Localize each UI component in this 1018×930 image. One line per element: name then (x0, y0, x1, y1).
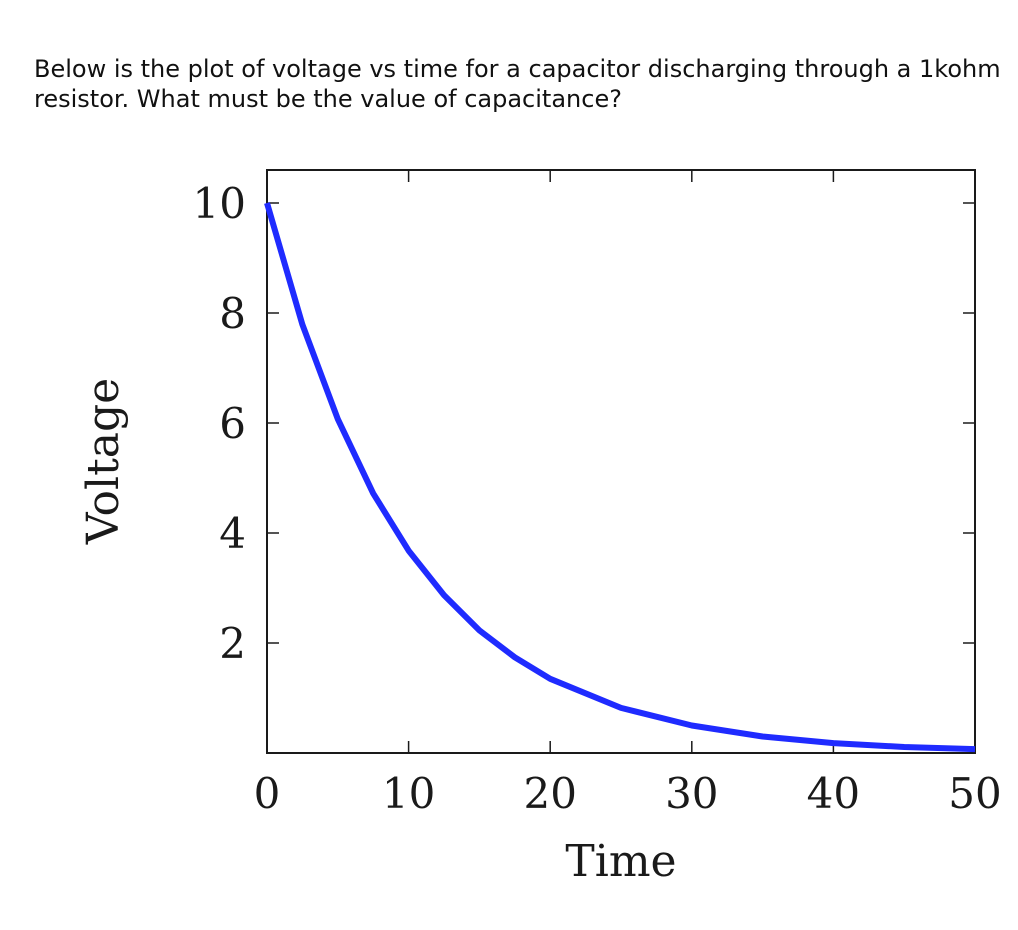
x-tick-label: 20 (523, 769, 576, 818)
y-tick-label: 2 (219, 619, 246, 668)
question-text: Below is the plot of voltage vs time for… (34, 55, 1001, 113)
y-axis-label: Voltage (78, 378, 129, 545)
series-layer (264, 202, 976, 753)
voltage-series-line (264, 202, 976, 753)
x-tick-label: 40 (807, 769, 860, 818)
x-tick-label: 30 (665, 769, 718, 818)
x-tick-label: 0 (254, 769, 281, 818)
y-tick-label: 8 (219, 289, 246, 338)
y-tick-label: 4 (219, 509, 246, 558)
plot-frame (266, 169, 976, 754)
x-tick-label: 50 (948, 769, 1001, 818)
y-tick-label: 6 (219, 399, 246, 448)
x-axis-label: Time (565, 836, 676, 887)
labels-layer: 0 10 20 30 40 50 2 4 6 8 10 (193, 179, 1002, 818)
ticks-layer (266, 170, 976, 753)
y-tick-label: 10 (193, 179, 246, 228)
x-tick-label: 10 (382, 769, 435, 818)
